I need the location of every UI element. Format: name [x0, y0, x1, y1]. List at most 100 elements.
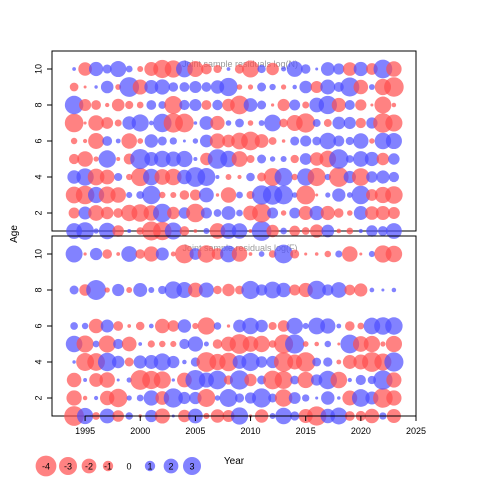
residual-bubble	[298, 206, 313, 220]
residual-bubble	[100, 206, 114, 220]
residual-bubble	[175, 244, 194, 264]
residual-bubble	[385, 114, 403, 132]
residual-bubble	[274, 185, 293, 205]
residual-bubble	[175, 113, 194, 133]
residual-bubble	[328, 167, 349, 187]
residual-bubble	[176, 282, 193, 298]
residual-bubble	[236, 84, 243, 90]
residual-bubble	[219, 352, 238, 372]
residual-bubble	[258, 120, 265, 126]
residual-bubble	[257, 82, 267, 92]
residual-bubble	[346, 192, 353, 198]
residual-bubble	[113, 321, 124, 331]
residual-bubble	[343, 116, 356, 130]
residual-bubble	[167, 206, 180, 220]
residual-bubble	[64, 113, 84, 133]
y-tick-label: 10	[33, 64, 43, 74]
residual-bubble	[101, 117, 114, 129]
residual-bubble	[376, 170, 390, 184]
residual-bubble	[79, 98, 92, 112]
residual-bubble	[267, 207, 279, 219]
residual-bubble	[144, 80, 159, 94]
x-tick-label: 2000	[130, 426, 150, 436]
residual-bubble	[357, 322, 365, 330]
residual-bubble	[290, 375, 300, 385]
bubble-layer	[64, 59, 404, 241]
residual-bubble	[320, 79, 336, 95]
legend-label: -4	[42, 462, 50, 472]
residual-bubble	[138, 342, 143, 346]
residual-bubble	[126, 287, 133, 293]
residual-bubble	[285, 334, 305, 354]
residual-bubble	[154, 79, 170, 95]
residual-bubble	[214, 395, 221, 401]
residual-bubble	[213, 322, 222, 330]
residual-bubble	[201, 100, 212, 110]
residual-bubble	[320, 205, 335, 221]
residual-bubble	[209, 223, 226, 239]
residual-bubble	[136, 191, 145, 199]
residual-bubble	[248, 229, 253, 233]
residual-bubble	[91, 100, 101, 110]
residual-bubble	[88, 318, 104, 334]
residual-bubble	[178, 391, 191, 405]
residual-bubble	[374, 96, 392, 114]
y-tick-label: 2	[33, 395, 43, 400]
residual-bubble	[158, 101, 167, 109]
residual-bubble	[291, 192, 298, 198]
residual-bubble	[133, 355, 147, 369]
residual-bubble	[254, 134, 269, 148]
residual-bubble	[193, 229, 198, 233]
residual-bubble	[353, 133, 369, 149]
residual-bubble	[302, 101, 310, 109]
residual-bubble	[366, 189, 378, 201]
residual-bubble	[127, 324, 132, 328]
residual-bubble	[241, 60, 260, 78]
residual-bubble	[369, 138, 375, 144]
residual-bubble	[83, 85, 87, 89]
residual-bubble	[94, 395, 99, 401]
residual-bubble	[112, 283, 125, 297]
legend-label: 2	[168, 462, 173, 472]
residual-bubble	[255, 319, 268, 333]
residual-bubble	[336, 359, 342, 365]
residual-bubble	[252, 203, 272, 223]
residual-bubble	[164, 281, 182, 299]
residual-bubble	[347, 377, 352, 383]
residual-bubble	[225, 174, 232, 180]
residual-bubble	[320, 318, 336, 334]
residual-bubble	[391, 287, 397, 293]
residual-bubble	[148, 323, 154, 329]
residual-bubble	[100, 319, 114, 333]
residual-bubble	[72, 360, 76, 364]
x-tick-label: 1995	[75, 426, 95, 436]
residual-bubble	[131, 114, 149, 132]
legend-label: -2	[85, 462, 93, 472]
residual-bubble	[102, 249, 112, 259]
residual-bubble	[355, 99, 367, 111]
residual-bubble	[273, 352, 294, 372]
residual-bubble	[308, 317, 326, 335]
residual-bubble	[235, 118, 244, 128]
residual-bubble	[366, 225, 378, 237]
residual-bubble	[89, 373, 103, 387]
residual-bubble	[280, 155, 287, 163]
residual-bubble	[351, 389, 370, 407]
residual-bubble	[182, 139, 186, 143]
residual-bubble	[333, 135, 345, 147]
residual-bubble	[77, 151, 93, 167]
x-tick-label: 2010	[241, 426, 261, 436]
residual-bubble	[83, 252, 87, 256]
residual-bubble	[76, 222, 94, 240]
residual-bubble	[241, 131, 260, 151]
residual-bubble	[330, 371, 348, 389]
residual-bubble	[286, 317, 303, 335]
residual-bubble	[130, 149, 151, 169]
residual-bubble	[319, 132, 337, 150]
residual-bubble	[171, 378, 175, 382]
residual-bubble	[182, 359, 187, 365]
residual-bubble	[385, 132, 402, 150]
residual-bubble	[164, 96, 183, 114]
residual-bubble	[290, 136, 300, 146]
